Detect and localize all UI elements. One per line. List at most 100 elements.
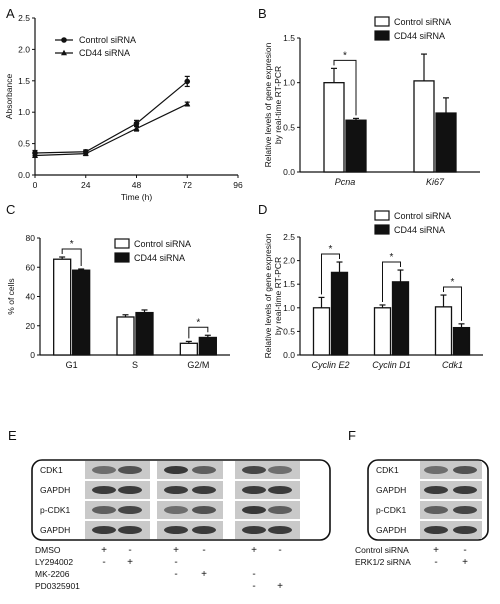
y-tick-label: 2.5 [18, 13, 30, 23]
y-tick-label: 1.5 [283, 33, 295, 43]
blot-band [268, 466, 292, 474]
blot-band [268, 506, 292, 514]
panel-letter-d: D [258, 202, 267, 217]
y-tick-label: 80 [26, 233, 36, 243]
blot-band [92, 466, 116, 474]
y-tick-label: 0.0 [283, 167, 295, 177]
series-line-2 [34, 103, 188, 157]
blot-band [92, 486, 116, 494]
treatment-sign: + [251, 545, 257, 556]
treatment-sign: + [462, 557, 468, 568]
band-label: GAPDH [376, 485, 406, 495]
blot-band [242, 506, 266, 514]
x-tick-label: 24 [81, 180, 91, 190]
treatment-label: MK-2206 [35, 569, 70, 579]
blot-strip [157, 481, 223, 499]
legend-label: CD44 siRNA [79, 48, 130, 58]
y-tick-label: 1.5 [18, 76, 30, 86]
legend-label: CD44 siRNA [134, 253, 185, 263]
blot-band [192, 466, 216, 474]
legend-swatch [374, 16, 390, 27]
chart-d: 0.0 0.5 1.0 1.5 2.0 2.5 Relative levels of gen… [263, 210, 483, 370]
x-category-label: Cdk1 [442, 360, 463, 370]
x-tick-label: 48 [132, 180, 142, 190]
blot-strip [85, 521, 150, 539]
y-tick-label: 0 [30, 350, 35, 360]
treatment-sign: - [174, 557, 177, 568]
blot-frame [31, 459, 331, 541]
x-tick-label: 72 [183, 180, 193, 190]
significance-bracket [61, 248, 82, 267]
treatment-sign: - [102, 557, 105, 568]
treatment-sign: + [101, 545, 107, 556]
bar-cd44 [72, 269, 91, 356]
data-point-control [184, 78, 191, 85]
significance-bracket [333, 59, 357, 116]
blot-strip [85, 481, 150, 499]
y-tick-label: 2.5 [283, 232, 295, 242]
legend-swatch [114, 238, 130, 249]
blot-strip [157, 501, 223, 519]
blot-strip [420, 521, 482, 539]
legend-label: Control siRNA [394, 211, 451, 221]
blot-strip [235, 461, 300, 479]
y-tick-label: 1.0 [283, 78, 295, 88]
x-category-label: Cyclin E2 [311, 360, 349, 370]
x-category-label: Pcna [335, 177, 356, 187]
blot-strip [235, 501, 300, 519]
x-category-label: G2/M [187, 360, 209, 370]
legend-swatch [114, 252, 130, 263]
panel-letter-b: B [258, 6, 267, 21]
bar-control [373, 307, 392, 356]
band-label: CDK1 [376, 465, 399, 475]
blot-frame [367, 459, 489, 541]
treatment-sign: + [201, 569, 207, 580]
band-label: GAPDH [40, 485, 70, 495]
y-axis-label: Relative levels of gene expresion [263, 233, 273, 358]
chart-a: 0.0 0.5 1.0 1.5 2.0 2.5 0 24 48 72 96 Time (h) Absor… [4, 13, 243, 202]
blot-band [453, 506, 477, 514]
treatment-sign: - [128, 545, 131, 556]
bar-cd44 [330, 271, 349, 356]
blot-band [192, 486, 216, 494]
band-label: CDK1 [40, 465, 63, 475]
legend-marker [61, 49, 67, 56]
blot-band [118, 506, 142, 514]
data-point-cd44 [184, 100, 191, 107]
y-tick-label: 2.0 [18, 44, 30, 54]
blot-band [424, 506, 448, 514]
significance-star: * [329, 244, 333, 255]
blot-band [242, 466, 266, 474]
treatment-sign: - [252, 581, 255, 592]
blot-band [192, 526, 216, 534]
y-tick-label: 0.0 [18, 170, 30, 180]
bar-cd44 [452, 326, 471, 356]
legend-label: Control siRNA [134, 239, 191, 249]
blot-band [453, 526, 477, 534]
blot-strip [157, 521, 223, 539]
significance-star: * [196, 317, 200, 328]
blot-band [453, 486, 477, 494]
bar-control [179, 342, 198, 356]
y-tick-label: 0.0 [283, 350, 295, 360]
significance-bracket [382, 261, 401, 302]
significance-bracket [443, 286, 462, 321]
bar-control [434, 306, 453, 356]
y-tick-label: 1.0 [283, 303, 295, 313]
panel-letter-e: E [8, 428, 17, 443]
data-point-cd44 [82, 150, 89, 156]
blot-band [92, 526, 116, 534]
blot-band [268, 486, 292, 494]
bar-cd44 [198, 336, 217, 356]
blot-strip [420, 461, 482, 479]
panel-letter-a: A [6, 6, 15, 21]
bar-cd44 [435, 112, 457, 173]
treatment-sign: - [278, 545, 281, 556]
treatment-sign: + [277, 581, 283, 592]
blot-band [268, 526, 292, 534]
x-axis-label: Time (h) [121, 192, 152, 202]
band-label: GAPDH [40, 525, 70, 535]
blot-band [424, 526, 448, 534]
